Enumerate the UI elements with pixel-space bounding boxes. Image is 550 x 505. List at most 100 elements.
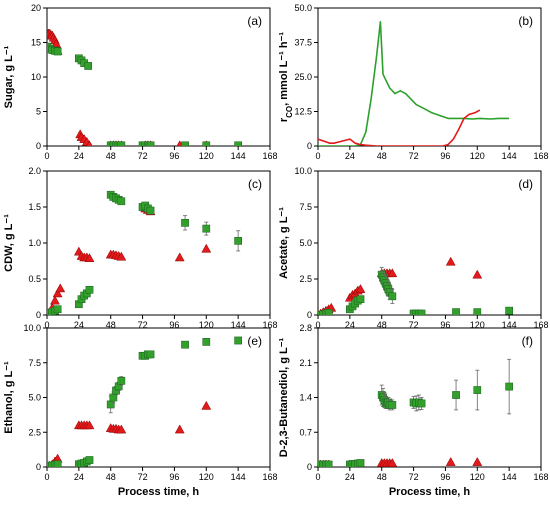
data-point-square: [473, 308, 482, 315]
y-tick-label: 20: [31, 3, 41, 13]
data-point-square: [53, 460, 62, 467]
data-point-square: [473, 386, 482, 394]
y-tick-label: 0: [36, 462, 41, 472]
data-point-square: [388, 401, 397, 409]
plot-frame: [46, 7, 271, 147]
y-tick-label: 10: [31, 72, 41, 82]
panel-label: (f): [522, 334, 533, 348]
data-layer: [47, 190, 242, 315]
x-tick-label: 144: [231, 472, 246, 482]
data-point-square: [117, 141, 126, 146]
data-point-square: [417, 399, 426, 408]
panel-label: (e): [247, 334, 262, 348]
x-tick-label: 48: [377, 320, 387, 330]
x-tick-label: 24: [74, 320, 84, 330]
data-point-square: [53, 305, 62, 314]
y-tick-label: 0: [36, 141, 41, 151]
x-tick-label: 24: [345, 320, 355, 330]
panel-label: (d): [518, 177, 533, 191]
y-axis-label: Ethanol, g L⁻¹: [3, 361, 15, 434]
x-tick-label: 0: [44, 320, 49, 330]
x-tick-label: 96: [440, 472, 450, 482]
chart-panel-1: 0 24 48 72 96 120 144 168 0 5 10 15 20 Sugar, g L⁻¹ (a…: [3, 3, 278, 161]
data-point-square: [356, 295, 365, 304]
x-tick-label: 120: [199, 151, 214, 161]
y-tick-label: 1.4: [299, 393, 312, 403]
data-point-square: [146, 206, 155, 215]
y-tick-label: 15: [31, 38, 41, 48]
x-tick-label: 144: [502, 151, 517, 161]
y-tick-label: 0: [36, 310, 41, 320]
x-tick-label: 24: [74, 151, 84, 161]
chart-panel-6: 0 24 48 72 96 120 144 168 0 0.7 1.4 2.1 2.8 Process t…: [278, 323, 549, 498]
y-tick-label: 25.0: [294, 72, 312, 82]
data-point-square: [181, 340, 189, 349]
x-tick-label: 168: [262, 151, 277, 161]
data-point-triangle: [84, 253, 95, 262]
x-axis-label: Process time, h: [389, 486, 471, 498]
y-tick-label: 37.5: [294, 38, 312, 48]
data-point-triangle: [52, 288, 63, 298]
data-point-triangle: [387, 268, 398, 278]
panel-label: (b): [518, 14, 533, 28]
x-tick-label: 96: [169, 320, 179, 330]
y-tick-label: 2.5: [299, 274, 312, 284]
data-point-square: [84, 62, 92, 70]
x-tick-label: 48: [377, 472, 387, 482]
y-tick-label: 0: [307, 462, 312, 472]
y-tick-label: 0.7: [299, 427, 312, 437]
x-tick-label: 24: [74, 472, 84, 482]
data-point-square: [181, 141, 189, 146]
x-tick-label: 168: [262, 320, 277, 330]
data-point-square: [234, 236, 242, 245]
data-point-square: [356, 459, 365, 467]
y-tick-label: 0.5: [28, 274, 41, 284]
chart-panel-4: 0 24 48 72 96 120 144 168 0 2.5 5.0 7.5 10.0 Acetate,…: [278, 166, 549, 330]
data-point-triangle: [445, 256, 456, 266]
data-point-square: [85, 285, 94, 294]
x-tick-label: 168: [533, 472, 548, 482]
x-tick-label: 144: [231, 320, 246, 330]
data-point-triangle: [201, 243, 212, 253]
data-point-square: [117, 376, 126, 385]
y-axis-label: Acetate, g L⁻¹: [278, 207, 290, 279]
panel-label: (a): [247, 14, 262, 28]
data-point-triangle: [201, 400, 212, 410]
plot-frame: [317, 327, 542, 468]
chart-panel-3: 0 24 48 72 96 120 144 168 0 0.5 1.0 1.5 2.0 CDW, g L⁻…: [3, 166, 278, 330]
x-tick-label: 0: [44, 151, 49, 161]
y-tick-label: 0: [307, 310, 312, 320]
x-tick-label: 168: [262, 472, 277, 482]
data-point-square: [452, 391, 460, 399]
y-tick-label: 10.0: [294, 166, 312, 176]
x-tick-label: 72: [138, 472, 148, 482]
data-layer: [318, 20, 510, 146]
x-tick-label: 24: [345, 151, 355, 161]
data-point-square: [324, 460, 333, 467]
x-tick-label: 48: [106, 320, 116, 330]
data-point-square: [146, 350, 155, 359]
x-tick-label: 168: [533, 151, 548, 161]
data-layer: [47, 336, 242, 467]
y-tick-label: 2.0: [28, 166, 41, 176]
data-point-square: [417, 309, 426, 315]
y-axis-label: CDW, g L⁻¹: [3, 214, 15, 272]
data-point-square: [452, 308, 460, 315]
y-tick-label: 2.1: [299, 358, 312, 368]
x-tick-label: 48: [106, 151, 116, 161]
data-point-square: [85, 456, 94, 464]
x-tick-label: 72: [138, 320, 148, 330]
y-tick-label: 1.5: [28, 202, 41, 212]
data-point-triangle: [116, 251, 127, 261]
data-point-square: [234, 336, 242, 345]
data-point-triangle: [84, 420, 95, 430]
series-line: [318, 20, 510, 146]
x-tick-label: 120: [470, 320, 485, 330]
y-tick-label: 7.5: [28, 358, 41, 368]
x-tick-label: 120: [470, 472, 485, 482]
data-point-square: [53, 47, 62, 56]
x-tick-label: 96: [440, 151, 450, 161]
x-tick-label: 168: [533, 320, 548, 330]
plot-frame: [46, 327, 271, 468]
